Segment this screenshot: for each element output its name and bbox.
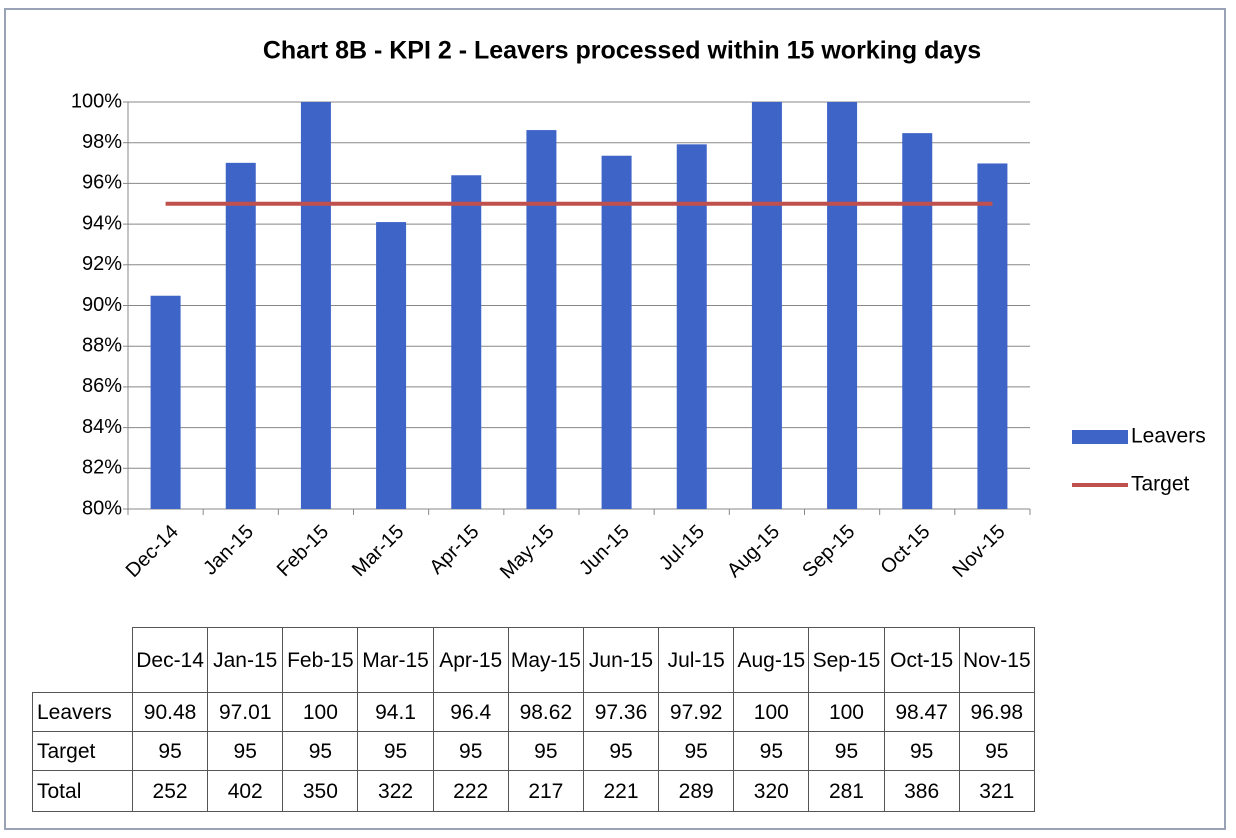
table-cell: 386 bbox=[883, 770, 960, 812]
table-cell: 321 bbox=[958, 770, 1035, 812]
y-tick-label: 90% bbox=[82, 294, 122, 316]
table-cell: 98.62 bbox=[507, 692, 584, 732]
table-cell: 95 bbox=[658, 731, 735, 771]
table-cell: 320 bbox=[733, 770, 810, 812]
bar bbox=[827, 102, 858, 509]
table-cell: Apr-15 bbox=[432, 627, 509, 693]
chart-title: Chart 8B - KPI 2 - Leavers processed wit… bbox=[263, 37, 981, 65]
table-cell: 95 bbox=[207, 731, 284, 771]
table-cell: 98.47 bbox=[883, 692, 960, 732]
x-tick-label: Aug-15 bbox=[723, 521, 784, 582]
table-cell: 95 bbox=[808, 731, 885, 771]
table-cell: Mar-15 bbox=[357, 627, 434, 693]
bar bbox=[751, 102, 782, 509]
table-cell: 95 bbox=[582, 731, 660, 771]
table-row: Total 252 402 350 322 222 217 221 289 320 281 386 32… bbox=[32, 770, 1035, 812]
table-cell: 95 bbox=[507, 731, 584, 771]
bar bbox=[902, 133, 933, 509]
legend-label: Target bbox=[1131, 473, 1190, 496]
table-cell: Aug-15 bbox=[733, 627, 810, 693]
table-cell: 97.01 bbox=[207, 692, 284, 732]
table-cell: 95 bbox=[357, 731, 434, 771]
table-cell: 100 bbox=[733, 692, 810, 732]
bar bbox=[977, 163, 1008, 509]
bar bbox=[150, 295, 181, 509]
table-cell: 402 bbox=[207, 770, 284, 812]
x-tick-label: Oct-15 bbox=[877, 521, 935, 579]
y-tick-label: 86% bbox=[82, 375, 122, 397]
table-cell: Leavers bbox=[32, 692, 133, 732]
table-cell: 95 bbox=[282, 731, 359, 771]
x-tick-label: Feb-15 bbox=[273, 521, 333, 581]
x-tick-label: Jan-15 bbox=[199, 521, 258, 580]
table-cell: Jun-15 bbox=[582, 627, 660, 693]
table-cell: 100 bbox=[282, 692, 359, 732]
y-tick-label: 80% bbox=[82, 497, 122, 519]
table-cell: 94.1 bbox=[357, 692, 434, 732]
x-tick-label: May-15 bbox=[496, 521, 559, 584]
table-cell: 96.98 bbox=[958, 692, 1035, 732]
table-cell: Dec-14 bbox=[131, 627, 209, 693]
table-cell: Oct-15 bbox=[883, 627, 960, 693]
legend-label: Leavers bbox=[1131, 425, 1206, 448]
legend-swatch bbox=[1072, 430, 1128, 444]
table-cell bbox=[32, 627, 133, 693]
bar bbox=[526, 130, 557, 509]
y-tick-label: 94% bbox=[82, 212, 122, 234]
bar bbox=[601, 155, 632, 509]
table-cell: 90.48 bbox=[131, 692, 209, 732]
y-tick-label: 84% bbox=[82, 416, 122, 438]
y-tick-label: 96% bbox=[82, 172, 122, 194]
table-cell: 221 bbox=[582, 770, 660, 812]
x-tick-label: Sep-15 bbox=[798, 521, 859, 582]
table-row: Target 95 95 95 95 95 95 95 95 95 95 95 95 bbox=[32, 731, 1035, 771]
table-cell: Nov-15 bbox=[958, 627, 1035, 693]
table-cell: 289 bbox=[658, 770, 735, 812]
y-tick-label: 100% bbox=[71, 90, 122, 112]
y-tick-label: 92% bbox=[82, 253, 122, 275]
table-cell: Total bbox=[32, 770, 133, 812]
table-row: Leavers 90.48 97.01 100 94.1 96.4 98.62 97.36 97… bbox=[32, 692, 1035, 732]
table-cell: 97.92 bbox=[658, 692, 735, 732]
x-tick-label: Dec-14 bbox=[122, 521, 183, 582]
data-table: Dec-14 Jan-15 Feb-15 Mar-15 Apr-15 May-15 Jun-… bbox=[32, 627, 1035, 812]
y-tick-label: 88% bbox=[82, 334, 122, 356]
x-tick-label: Jun-15 bbox=[575, 521, 634, 580]
x-tick-label: Apr-15 bbox=[426, 521, 484, 579]
x-tick-label: Mar-15 bbox=[348, 521, 408, 581]
table-cell: 97.36 bbox=[582, 692, 660, 732]
bar bbox=[300, 102, 331, 509]
table-cell: 217 bbox=[507, 770, 584, 812]
x-tick-label: Jul-15 bbox=[655, 521, 709, 575]
table-cell: Feb-15 bbox=[282, 627, 359, 693]
table-cell: 95 bbox=[958, 731, 1035, 771]
table-cell: 95 bbox=[883, 731, 960, 771]
x-tick-label: Nov-15 bbox=[949, 521, 1010, 582]
table-cell: 95 bbox=[432, 731, 509, 771]
bar bbox=[225, 162, 256, 509]
bar bbox=[676, 144, 707, 509]
chart-frame bbox=[4, 8, 1226, 830]
table-cell: May-15 bbox=[507, 627, 584, 693]
table-cell: 281 bbox=[808, 770, 885, 812]
table-cell: 322 bbox=[357, 770, 434, 812]
y-tick-label: 98% bbox=[82, 131, 122, 153]
table-row: Dec-14 Jan-15 Feb-15 Mar-15 Apr-15 May-15 Jun-… bbox=[32, 627, 1035, 693]
table-cell: Jul-15 bbox=[658, 627, 735, 693]
bar bbox=[376, 222, 407, 509]
table-cell: 350 bbox=[282, 770, 359, 812]
table-cell: 95 bbox=[733, 731, 810, 771]
table-cell: 252 bbox=[131, 770, 209, 812]
y-tick-label: 82% bbox=[82, 457, 122, 479]
table-cell: Sep-15 bbox=[808, 627, 885, 693]
bar bbox=[451, 175, 482, 509]
table-cell: 100 bbox=[808, 692, 885, 732]
table-cell: Target bbox=[32, 731, 133, 771]
table-cell: 222 bbox=[432, 770, 509, 812]
table-cell: 95 bbox=[131, 731, 209, 771]
table-cell: 96.4 bbox=[432, 692, 509, 732]
table-cell: Jan-15 bbox=[207, 627, 284, 693]
